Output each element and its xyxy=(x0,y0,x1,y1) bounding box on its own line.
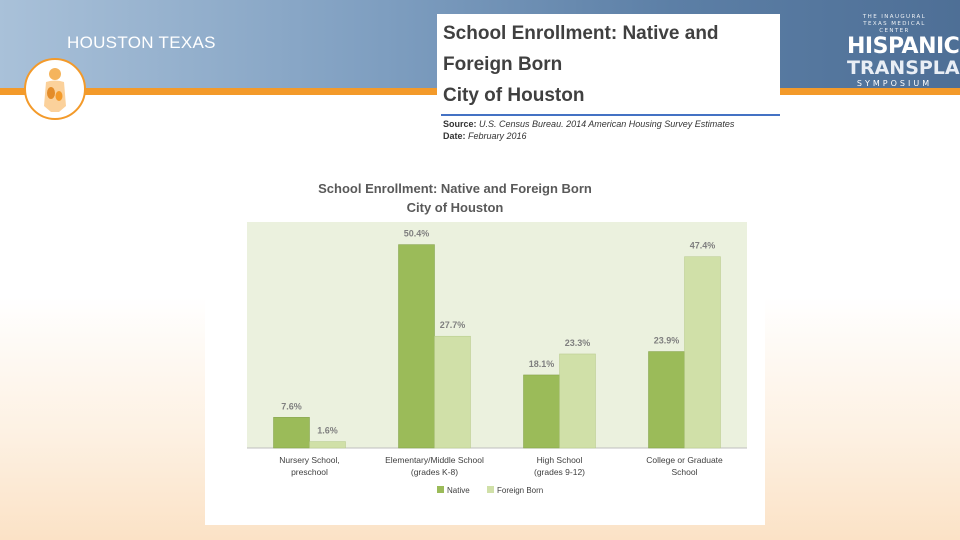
data-label-native-3: 23.9% xyxy=(654,336,680,346)
symposium-transplant: TRANSPLANT xyxy=(847,57,960,79)
slide-title-line-1: School Enrollment: Native and xyxy=(443,23,719,44)
bar-native-2 xyxy=(523,374,560,449)
bar-foreign-born-2 xyxy=(559,353,596,449)
presentation-title: HOUSTON TEXAS xyxy=(67,33,216,52)
legend-swatch-1 xyxy=(487,486,494,493)
x-tick-label-1-0: Elementary/Middle School xyxy=(385,455,484,465)
slide-title-line-3: City of Houston xyxy=(443,85,585,106)
x-tick-label-3-1: School xyxy=(672,467,698,477)
symposium-inaugural: THE INAUGURAL xyxy=(862,14,927,20)
source-label: Source: xyxy=(443,119,477,129)
x-tick-label-2-0: High School xyxy=(537,455,583,465)
chart-card: School Enrollment: Native and Foreign Bo… xyxy=(205,170,765,525)
source-text: U.S. Census Bureau. 2014 American Housin… xyxy=(479,119,735,129)
slide-title: School Enrollment: Native and Foreign Bo… xyxy=(443,18,773,111)
legend-label-1: Foreign Born xyxy=(497,486,543,495)
data-label-native-2: 18.1% xyxy=(529,359,555,369)
symposium-logo: THE INAUGURAL TEXAS MEDICAL CENTER HISPA… xyxy=(847,14,960,90)
data-label-native-0: 7.6% xyxy=(281,401,302,411)
source-note: Source: U.S. Census Bureau. 2014 America… xyxy=(443,118,734,142)
header-rule xyxy=(441,114,780,116)
bar-native-0 xyxy=(273,417,310,449)
x-tick-label-3-0: College or Graduate xyxy=(646,455,723,465)
data-label-foreign-born-2: 23.3% xyxy=(565,338,591,348)
bar-chart: School Enrollment: Native and Foreign Bo… xyxy=(247,181,747,495)
legend-label-0: Native xyxy=(447,486,470,495)
slide-header-card: School Enrollment: Native and Foreign Bo… xyxy=(437,14,780,146)
data-label-foreign-born-3: 47.4% xyxy=(690,241,716,251)
symposium-hispanic: HISPANIC xyxy=(847,34,960,59)
x-tick-label-0-1: preschool xyxy=(291,467,328,477)
data-label-foreign-born-1: 27.7% xyxy=(440,320,466,330)
legend-swatch-0 xyxy=(437,486,444,493)
bar-foreign-born-0 xyxy=(309,441,346,449)
symposium-word: SYMPOSIUM xyxy=(856,79,933,88)
date-label: Date: xyxy=(443,131,466,141)
bar-foreign-born-1 xyxy=(434,335,471,449)
bar-native-1 xyxy=(398,244,435,449)
x-tick-label-0-0: Nursery School, xyxy=(279,455,339,465)
x-tick-label-1-1: (grades K-8) xyxy=(411,467,458,477)
organ-logo-icon xyxy=(44,68,66,112)
symposium-tmc: TEXAS MEDICAL CENTER xyxy=(863,21,926,34)
data-label-foreign-born-0: 1.6% xyxy=(317,426,338,436)
bar-foreign-born-3 xyxy=(684,256,721,449)
x-tick-label-2-1: (grades 9-12) xyxy=(534,467,585,477)
data-label-native-1: 50.4% xyxy=(404,229,430,239)
chart-title-line-2: City of Houston xyxy=(407,200,504,215)
date-text: February 2016 xyxy=(468,131,527,141)
bar-native-3 xyxy=(648,351,685,449)
organ-logo xyxy=(24,58,86,120)
slide-title-line-2: Foreign Born xyxy=(443,54,563,75)
chart-title-line-1: School Enrollment: Native and Foreign Bo… xyxy=(318,181,592,196)
